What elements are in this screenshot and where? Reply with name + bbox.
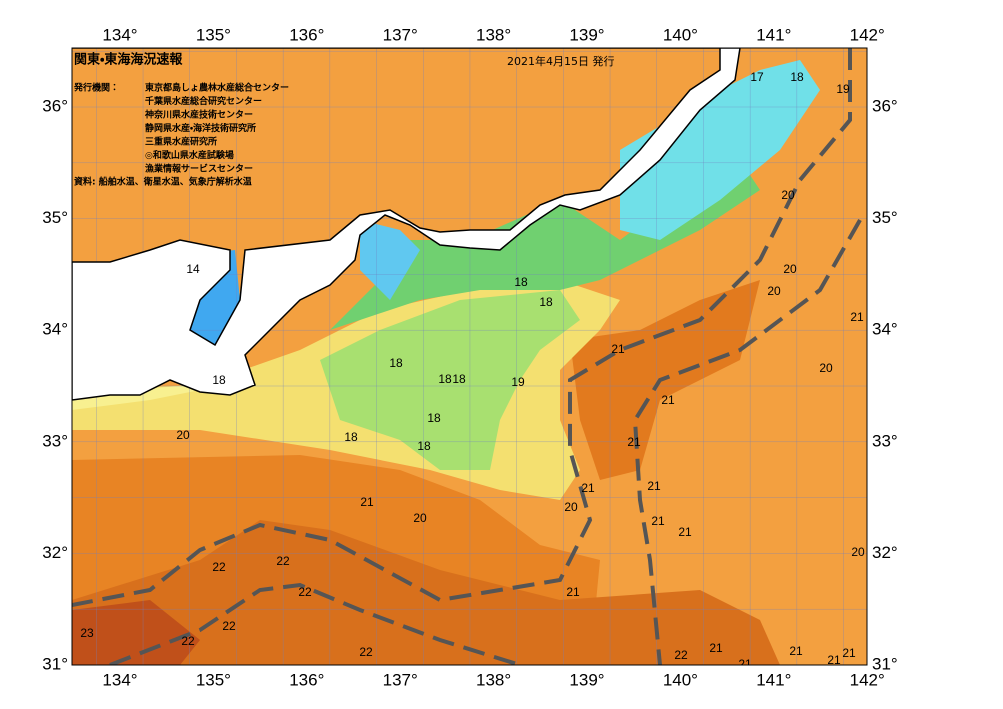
agency: 神奈川県水産技術センター bbox=[144, 109, 253, 121]
lon-label: 135° bbox=[196, 670, 231, 689]
cool-zone bbox=[320, 290, 580, 470]
lon-label: 139° bbox=[569, 670, 604, 689]
isotherm-label: 21 bbox=[360, 495, 374, 509]
isotherm-label: 20 bbox=[781, 188, 795, 202]
lat-label: 33° bbox=[872, 431, 898, 450]
lat-label: 36° bbox=[42, 96, 68, 115]
isotherm-label: 20 bbox=[176, 428, 190, 442]
isotherm-label: 22 bbox=[276, 554, 290, 568]
agency: 静岡県水産・海洋技術研究所 bbox=[145, 122, 256, 134]
title: 関東・東海海況速報 bbox=[74, 52, 183, 68]
isotherm-label: 21 bbox=[661, 393, 675, 407]
isotherm-label: 20 bbox=[564, 500, 578, 514]
cold-zone bbox=[620, 60, 820, 240]
lat-label: 32° bbox=[42, 543, 68, 562]
lat-label: 35° bbox=[42, 208, 68, 227]
isotherm-label: 21 bbox=[738, 657, 752, 671]
isotherm-label: 22 bbox=[674, 648, 688, 662]
lon-label: 142° bbox=[850, 25, 885, 44]
lon-label: 138° bbox=[476, 670, 511, 689]
lat-label: 36° bbox=[872, 96, 898, 115]
isotherm-label: 22 bbox=[212, 560, 226, 574]
agency-list: 東京都島しょ農林水産総合センター千葉県水産総合研究センター神奈川県水産技術センタ… bbox=[144, 82, 289, 175]
warm-zone bbox=[72, 600, 200, 665]
cold-zone bbox=[360, 220, 420, 300]
lon-label: 138° bbox=[476, 25, 511, 44]
lon-label: 137° bbox=[383, 25, 418, 44]
lon-label: 136° bbox=[289, 670, 324, 689]
isotherm-label: 20 bbox=[413, 511, 427, 525]
isotherm-label: 22 bbox=[359, 645, 373, 659]
isotherm-label: 14 bbox=[186, 262, 200, 276]
isotherm-label: 18 bbox=[417, 439, 431, 453]
isotherm-label: 21 bbox=[678, 525, 692, 539]
lon-label: 141° bbox=[756, 670, 791, 689]
isotherm-label: 21 bbox=[581, 481, 595, 495]
isotherm-label: 18 bbox=[389, 356, 403, 370]
isotherm-label: 21 bbox=[647, 479, 661, 493]
lon-label: 140° bbox=[663, 25, 698, 44]
agency: 千葉県水産総合研究センター bbox=[145, 95, 262, 107]
source: 資料: 船舶水温、衛星水温、気象庁解析水温 bbox=[74, 176, 252, 188]
isotherm-label: 21 bbox=[651, 514, 665, 528]
cool-zone bbox=[330, 160, 760, 330]
isotherm-label: 17 bbox=[750, 70, 764, 84]
lat-label: 33° bbox=[42, 431, 68, 450]
isotherm-label: 18 bbox=[438, 372, 452, 386]
issue-date: 2021年4月15日 発行 bbox=[507, 54, 615, 68]
isotherm-label: 21 bbox=[827, 653, 841, 667]
lon-label: 134° bbox=[102, 670, 137, 689]
lon-label: 140° bbox=[663, 670, 698, 689]
isotherm-label: 18 bbox=[790, 70, 804, 84]
isotherm-label: 18 bbox=[212, 373, 226, 387]
lon-label: 136° bbox=[289, 25, 324, 44]
map-frame bbox=[71, 47, 868, 666]
isotherm-label: 23 bbox=[80, 626, 94, 640]
isotherm-label: 22 bbox=[222, 619, 236, 633]
lat-label: 32° bbox=[872, 543, 898, 562]
lon-label: 137° bbox=[383, 670, 418, 689]
ticks: 134° 134° 135° 135° 136° 136° 137° 137° 138° 138°… bbox=[42, 25, 897, 689]
isotherm-label: 20 bbox=[767, 284, 781, 298]
agency: 三重県水産研究所 bbox=[145, 136, 217, 148]
lat-label: 31° bbox=[872, 654, 898, 673]
isotherm-label: 22 bbox=[298, 585, 312, 599]
isotherm-label: 21 bbox=[709, 641, 723, 655]
isotherm-label: 18 bbox=[344, 430, 358, 444]
isotherm-label: 19 bbox=[511, 375, 525, 389]
lat-label: 34° bbox=[872, 320, 898, 339]
lon-label: 135° bbox=[196, 25, 231, 44]
lat-label: 31° bbox=[42, 654, 68, 673]
isotherm-label: 18 bbox=[452, 372, 466, 386]
isotherm-label: 21 bbox=[850, 310, 864, 324]
isotherm-label: 21 bbox=[627, 435, 641, 449]
lon-label: 134° bbox=[102, 25, 137, 44]
agency: 東京都島しょ農林水産総合センター bbox=[145, 82, 289, 94]
lat-label: 35° bbox=[872, 208, 898, 227]
isotherm-label: 20 bbox=[783, 262, 797, 276]
isotherm-label: 22 bbox=[181, 634, 195, 648]
isotherm-label: 21 bbox=[611, 342, 625, 356]
isotherm-label: 21 bbox=[842, 646, 856, 660]
issuers-label: 発行機関： bbox=[73, 82, 119, 94]
isotherm-label: 18 bbox=[539, 295, 553, 309]
isotherm-label: 20 bbox=[819, 361, 833, 375]
isotherm-label: 21 bbox=[789, 644, 803, 658]
lon-label: 141° bbox=[756, 25, 791, 44]
agency: ◎和歌山県水産試験場 bbox=[145, 149, 234, 161]
current-axis bbox=[72, 48, 862, 665]
lon-label: 142° bbox=[850, 670, 885, 689]
isotherm-label: 19 bbox=[836, 82, 850, 96]
lat-label: 34° bbox=[42, 320, 68, 339]
agency: 漁業情報サービスセンター bbox=[145, 163, 253, 175]
isotherm-label: 18 bbox=[514, 275, 528, 289]
isotherm-label: 18 bbox=[427, 411, 441, 425]
land bbox=[72, 48, 741, 401]
isotherm-label: 20 bbox=[851, 545, 865, 559]
isotherm-label: 21 bbox=[566, 585, 580, 599]
lon-label: 139° bbox=[569, 25, 604, 44]
